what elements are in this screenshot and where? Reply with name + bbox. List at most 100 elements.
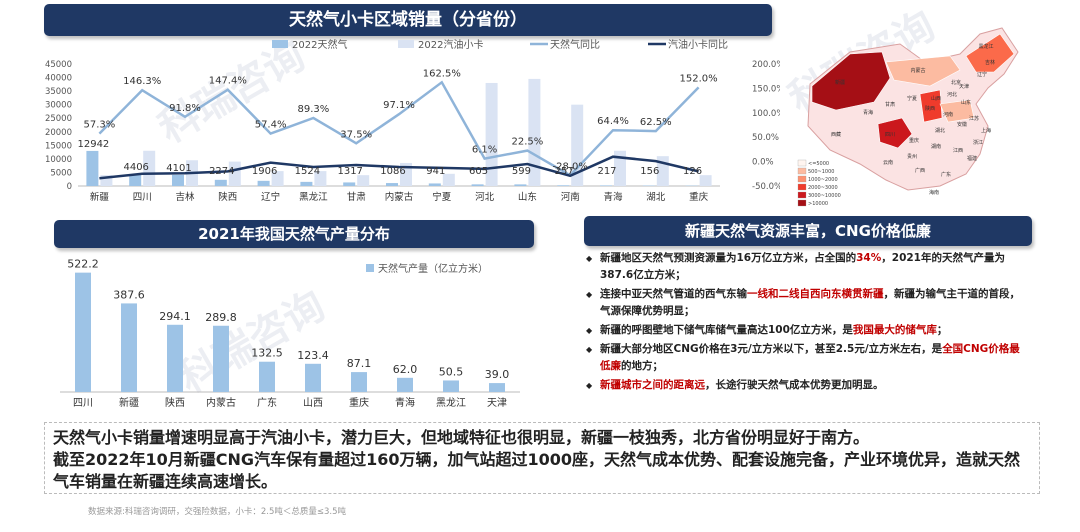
map-legend-label: 2000~3000 (808, 185, 838, 191)
x-tick-label: 青海 (603, 191, 623, 203)
gas-yoy-label: 146.3% (123, 76, 161, 87)
left-axis-tick: 20000 (45, 128, 72, 138)
summary-line-2: 截至2022年10月新疆CNG汽车保有量超过160万辆，加气站超过1000座，天… (53, 450, 1020, 491)
legend-label: 2022汽油小卡 (418, 38, 483, 51)
gas-yoy-label: 22.5% (512, 137, 544, 148)
map-province-label: 内蒙古 (910, 67, 925, 74)
legend-swatch (398, 40, 414, 48)
gas-yoy-label: 147.4% (209, 76, 247, 87)
map-province-label: 西藏 (831, 131, 841, 138)
gas-yoy-label: 57.4% (255, 120, 287, 131)
resource-bullet: 新疆大部分地区CNG价格在3元/立方米以下，甚至2.5元/立方米左右，是全国CN… (584, 341, 1028, 375)
resource-bullet-list: 新疆地区天然气预测资源量为16万亿立方米，占全国的34%，2021年的天然气产量… (584, 250, 1028, 396)
production-value-label: 132.5 (251, 347, 283, 360)
x-tick-label: 陕西 (218, 191, 237, 203)
map-legend-swatch (797, 159, 807, 167)
map-province-label: 宁夏 (907, 95, 917, 102)
bar-gasoline-4 (271, 171, 284, 186)
legend-swatch (272, 40, 288, 48)
x-tick-label: 天津 (487, 397, 507, 409)
x-tick-label: 新疆 (90, 191, 110, 203)
bar-gas-0 (86, 150, 99, 186)
legend-swatch (366, 264, 374, 272)
map-province-label: 辽宁 (977, 71, 987, 78)
map-province-label: 海南 (929, 189, 939, 196)
map-province-label: 贵州 (907, 153, 917, 160)
left-axis-tick: 35000 (45, 87, 72, 97)
highlight-text: 34% (856, 252, 882, 264)
bar-gasoline-0 (100, 175, 113, 186)
gas-yoy-label: 89.3% (298, 104, 330, 115)
map-province-label: 安徽 (957, 121, 967, 128)
bar-gas-5 (300, 181, 313, 186)
production-value-label: 294.1 (159, 310, 191, 323)
production-bar-3 (213, 325, 229, 392)
bar-gasoline-10 (528, 78, 541, 186)
bar-value-label: 4101 (166, 163, 191, 174)
production-chart-title: 2021年我国天然气产量分布 (54, 220, 534, 248)
map-province-label: 河南 (943, 111, 953, 118)
bar-gasoline-7 (400, 162, 412, 186)
line-gasoline-yoy (99, 155, 699, 180)
gas-yoy-label: 37.5% (340, 129, 372, 140)
highlight-text: 我国最大的储气库 (852, 324, 937, 336)
bar-value-label: 1906 (252, 166, 277, 177)
summary-box: 天然气小卡销量增速明显高于汽油小卡，潜力巨大，但地域特征也很明显，新疆一枝独秀，… (44, 422, 1040, 494)
right-axis-tick: -50.0% (752, 182, 780, 192)
x-tick-label: 新疆 (119, 396, 139, 409)
gas-yoy-label: 152.0% (680, 73, 718, 84)
map-province-label: 吉林 (985, 59, 995, 66)
left-axis-tick: 30000 (45, 101, 72, 111)
x-tick-label: 陕西 (165, 396, 185, 409)
gas-yoy-label: 62.5% (640, 117, 672, 128)
gas-yoy-label: 97.1% (383, 100, 415, 111)
map-province-label: 四川 (885, 132, 895, 138)
x-tick-label: 宁夏 (432, 191, 452, 203)
bar-gas-1 (129, 174, 142, 186)
resource-section-title: 新疆天然气资源丰富，CNG价格低廉 (584, 216, 1032, 246)
bar-gas-9 (471, 184, 484, 186)
bullet-text: 的地方； (621, 360, 663, 372)
bar-value-label: 2274 (209, 166, 234, 177)
bar-value-label: 941 (426, 166, 445, 177)
map-province-label: 青海 (863, 109, 873, 116)
map-province-label: 山西 (931, 95, 941, 102)
bar-value-label: 156 (640, 166, 659, 177)
x-tick-label: 河南 (561, 191, 580, 203)
x-tick-label: 四川 (73, 398, 93, 409)
x-tick-label: 河北 (475, 191, 495, 203)
map-province-label: 北京 (951, 79, 961, 86)
x-tick-label: 内蒙古 (385, 191, 414, 203)
map-legend-swatch (797, 183, 807, 191)
left-axis-tick: 5000 (50, 168, 72, 178)
x-tick-label: 甘肃 (347, 191, 366, 203)
x-tick-label: 黑龙江 (436, 396, 466, 409)
map-province-label: 江西 (953, 147, 963, 154)
bar-gas-3 (214, 179, 227, 186)
map-province-label: 福建 (967, 155, 977, 162)
region-northeast (965, 33, 1015, 73)
map-province-label: 陕西 (925, 105, 935, 112)
bar-gas-2 (172, 174, 184, 186)
x-tick-label: 青海 (395, 396, 415, 409)
gas-yoy-label: -28.0% (553, 161, 588, 172)
map-province-label: 甘肃 (885, 101, 895, 108)
production-value-label: 39.0 (485, 368, 510, 381)
production-value-label: 522.2 (67, 258, 99, 271)
right-axis-tick: 100.0% (752, 109, 780, 119)
gas-production-chart: 天然气产量（亿立方米） 522.2 四川 387.6 新疆 294.1 陕西 289.8 内蒙古… (60, 258, 520, 409)
map-legend-swatch (797, 175, 807, 183)
resource-bullet: 新疆城市之间的距离远，长途行驶天然气成本优势更加明显。 (584, 377, 1028, 394)
production-value-label: 289.8 (205, 311, 237, 324)
map-province-label: 广东 (941, 171, 951, 178)
x-tick-label: 内蒙古 (206, 396, 236, 409)
region-inner-mongolia (885, 55, 961, 87)
bar-gasoline-12 (614, 150, 626, 186)
gas-yoy-label: 57.3% (84, 120, 116, 131)
bullet-text: 新疆的呼图壁地下储气库储气量高达100亿立方米，是 (600, 324, 853, 336)
bar-gasoline-9 (485, 82, 498, 186)
bar-gasoline-1 (143, 150, 156, 186)
bar-gasoline-6 (357, 175, 370, 186)
legend-label: 2022天然气 (292, 38, 347, 51)
legend-label: 汽油小卡同比 (668, 38, 728, 51)
